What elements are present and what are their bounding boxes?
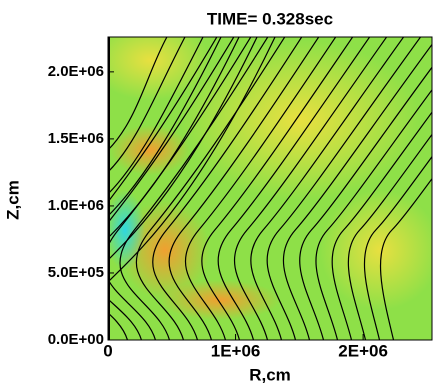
y-tick-label: 0.0E+00: [48, 331, 104, 348]
streamline: [108, 37, 168, 151]
streamline: [283, 43, 432, 340]
y-tick-label: 1.5E+06: [48, 130, 104, 147]
streamline: [135, 37, 286, 340]
streamline: [379, 177, 432, 340]
streamline: [234, 37, 388, 340]
y-tick-label: 2.0E+06: [48, 63, 104, 80]
plot-frame: [107, 36, 433, 341]
streamline: [266, 37, 422, 340]
streamline: [108, 37, 235, 340]
x-axis-label: R,cm: [249, 365, 291, 384]
streamline: [108, 37, 252, 340]
streamline: [108, 37, 240, 239]
streamline: [347, 133, 432, 340]
streamline: [250, 37, 405, 340]
streamline: [363, 155, 432, 340]
streamline: [119, 37, 269, 340]
y-tick-label: 1.0E+06: [48, 197, 104, 214]
streamline: [217, 37, 371, 340]
streamline: [108, 37, 218, 340]
field: [108, 37, 432, 340]
streamlines: [108, 37, 432, 340]
x-tick-label: 0: [103, 341, 112, 360]
streamline: [108, 37, 222, 217]
streamline: [108, 37, 258, 261]
streamline: [315, 88, 432, 340]
streamline: [108, 37, 204, 195]
streamline: [108, 37, 276, 283]
streamline: [201, 37, 354, 340]
y-tick-label: 5.0E+05: [48, 264, 104, 281]
x-tick-label: 2E+06: [338, 341, 388, 360]
y-axis-label: Z,cm: [3, 180, 22, 220]
streamline: [152, 37, 303, 340]
streamline: [184, 37, 337, 340]
streamline: [108, 37, 186, 173]
chart-title: TIME= 0.328sec: [207, 9, 333, 28]
x-tick-label: 1E+06: [211, 341, 261, 360]
streamline: [299, 66, 432, 340]
streamline: [168, 37, 320, 340]
streamline: [331, 111, 432, 340]
